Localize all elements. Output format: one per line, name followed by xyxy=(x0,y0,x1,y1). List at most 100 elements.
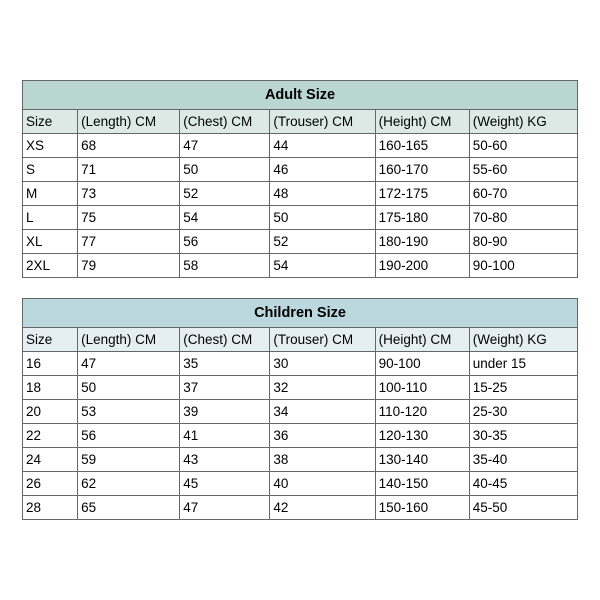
table-cell: 79 xyxy=(78,254,180,278)
table-cell: 46 xyxy=(270,158,375,182)
table-cell: 47 xyxy=(78,352,180,376)
column-header: (Weight) KG xyxy=(469,328,577,352)
column-header: Size xyxy=(23,328,78,352)
column-header: (Height) CM xyxy=(375,110,469,134)
table-cell: 35-40 xyxy=(469,448,577,472)
table-cell: 100-110 xyxy=(375,376,469,400)
table-cell: under 15 xyxy=(469,352,577,376)
table-cell: 52 xyxy=(180,182,270,206)
column-header: (Weight) KG xyxy=(469,110,577,134)
table-cell: 40-45 xyxy=(469,472,577,496)
table-cell: 65 xyxy=(78,496,180,520)
table-cell: 160-165 xyxy=(375,134,469,158)
table-title: Adult Size xyxy=(23,81,578,110)
table-cell: 22 xyxy=(23,424,78,448)
table-cell: 70-80 xyxy=(469,206,577,230)
table-cell: 40 xyxy=(270,472,375,496)
column-header: (Trouser) CM xyxy=(270,110,375,134)
table-row: S715046160-17055-60 xyxy=(23,158,578,182)
table-cell: 45-50 xyxy=(469,496,577,520)
table-cell: 50 xyxy=(270,206,375,230)
table-cell: 24 xyxy=(23,448,78,472)
table-row: XL775652180-19080-90 xyxy=(23,230,578,254)
table-cell: 62 xyxy=(78,472,180,496)
table-cell: 71 xyxy=(78,158,180,182)
table-cell: 52 xyxy=(270,230,375,254)
table-cell: L xyxy=(23,206,78,230)
table-cell: 140-150 xyxy=(375,472,469,496)
table-cell: 90-100 xyxy=(469,254,577,278)
table-cell: 55-60 xyxy=(469,158,577,182)
column-header: (Length) CM xyxy=(78,110,180,134)
table-row: 28654742150-16045-50 xyxy=(23,496,578,520)
table-cell: 44 xyxy=(270,134,375,158)
table-cell: 39 xyxy=(180,400,270,424)
table-row: M735248172-17560-70 xyxy=(23,182,578,206)
table-row: 20533934110-12025-30 xyxy=(23,400,578,424)
size-tables-container: Adult SizeSize(Length) CM(Chest) CM(Trou… xyxy=(0,0,600,600)
table-cell: 150-160 xyxy=(375,496,469,520)
column-header: Size xyxy=(23,110,78,134)
table-cell: 160-170 xyxy=(375,158,469,182)
table-cell: 35 xyxy=(180,352,270,376)
table-cell: S xyxy=(23,158,78,182)
table-cell: 54 xyxy=(270,254,375,278)
table-cell: 60-70 xyxy=(469,182,577,206)
table-cell: 47 xyxy=(180,134,270,158)
table-cell: 58 xyxy=(180,254,270,278)
table-cell: 75 xyxy=(78,206,180,230)
table-cell: XL xyxy=(23,230,78,254)
table-cell: 172-175 xyxy=(375,182,469,206)
table-cell: 80-90 xyxy=(469,230,577,254)
table-cell: 25-30 xyxy=(469,400,577,424)
table-row: XS684744160-16550-60 xyxy=(23,134,578,158)
table-row: 1647353090-100under 15 xyxy=(23,352,578,376)
table-cell: 53 xyxy=(78,400,180,424)
table-cell: 30-35 xyxy=(469,424,577,448)
table-cell: 120-130 xyxy=(375,424,469,448)
size-table-1: Children SizeSize(Length) CM(Chest) CM(T… xyxy=(22,298,578,520)
table-cell: 50 xyxy=(78,376,180,400)
size-table-0: Adult SizeSize(Length) CM(Chest) CM(Trou… xyxy=(22,80,578,278)
table-row: 24594338130-14035-40 xyxy=(23,448,578,472)
table-cell: 26 xyxy=(23,472,78,496)
table-cell: 48 xyxy=(270,182,375,206)
table-cell: 15-25 xyxy=(469,376,577,400)
table-cell: 54 xyxy=(180,206,270,230)
table-row: 18503732100-11015-25 xyxy=(23,376,578,400)
table-cell: M xyxy=(23,182,78,206)
table-cell: 43 xyxy=(180,448,270,472)
table-cell: 68 xyxy=(78,134,180,158)
table-cell: 56 xyxy=(78,424,180,448)
table-cell: 50 xyxy=(180,158,270,182)
table-header-row: Size(Length) CM(Chest) CM(Trouser) CM(He… xyxy=(23,110,578,134)
table-title: Children Size xyxy=(23,299,578,328)
table-cell: 180-190 xyxy=(375,230,469,254)
table-cell: 42 xyxy=(270,496,375,520)
column-header: (Trouser) CM xyxy=(270,328,375,352)
table-cell: 47 xyxy=(180,496,270,520)
table-cell: 37 xyxy=(180,376,270,400)
table-spacer xyxy=(22,278,578,298)
table-cell: 2XL xyxy=(23,254,78,278)
table-cell: 20 xyxy=(23,400,78,424)
table-cell: 77 xyxy=(78,230,180,254)
table-row: L755450175-18070-80 xyxy=(23,206,578,230)
table-cell: XS xyxy=(23,134,78,158)
table-cell: 90-100 xyxy=(375,352,469,376)
table-cell: 175-180 xyxy=(375,206,469,230)
table-row: 2XL795854190-20090-100 xyxy=(23,254,578,278)
table-cell: 130-140 xyxy=(375,448,469,472)
column-header: (Chest) CM xyxy=(180,110,270,134)
table-cell: 34 xyxy=(270,400,375,424)
table-cell: 59 xyxy=(78,448,180,472)
table-cell: 36 xyxy=(270,424,375,448)
table-cell: 45 xyxy=(180,472,270,496)
table-cell: 50-60 xyxy=(469,134,577,158)
table-cell: 32 xyxy=(270,376,375,400)
table-row: 22564136120-13030-35 xyxy=(23,424,578,448)
table-cell: 56 xyxy=(180,230,270,254)
table-cell: 16 xyxy=(23,352,78,376)
table-cell: 30 xyxy=(270,352,375,376)
column-header: (Length) CM xyxy=(78,328,180,352)
